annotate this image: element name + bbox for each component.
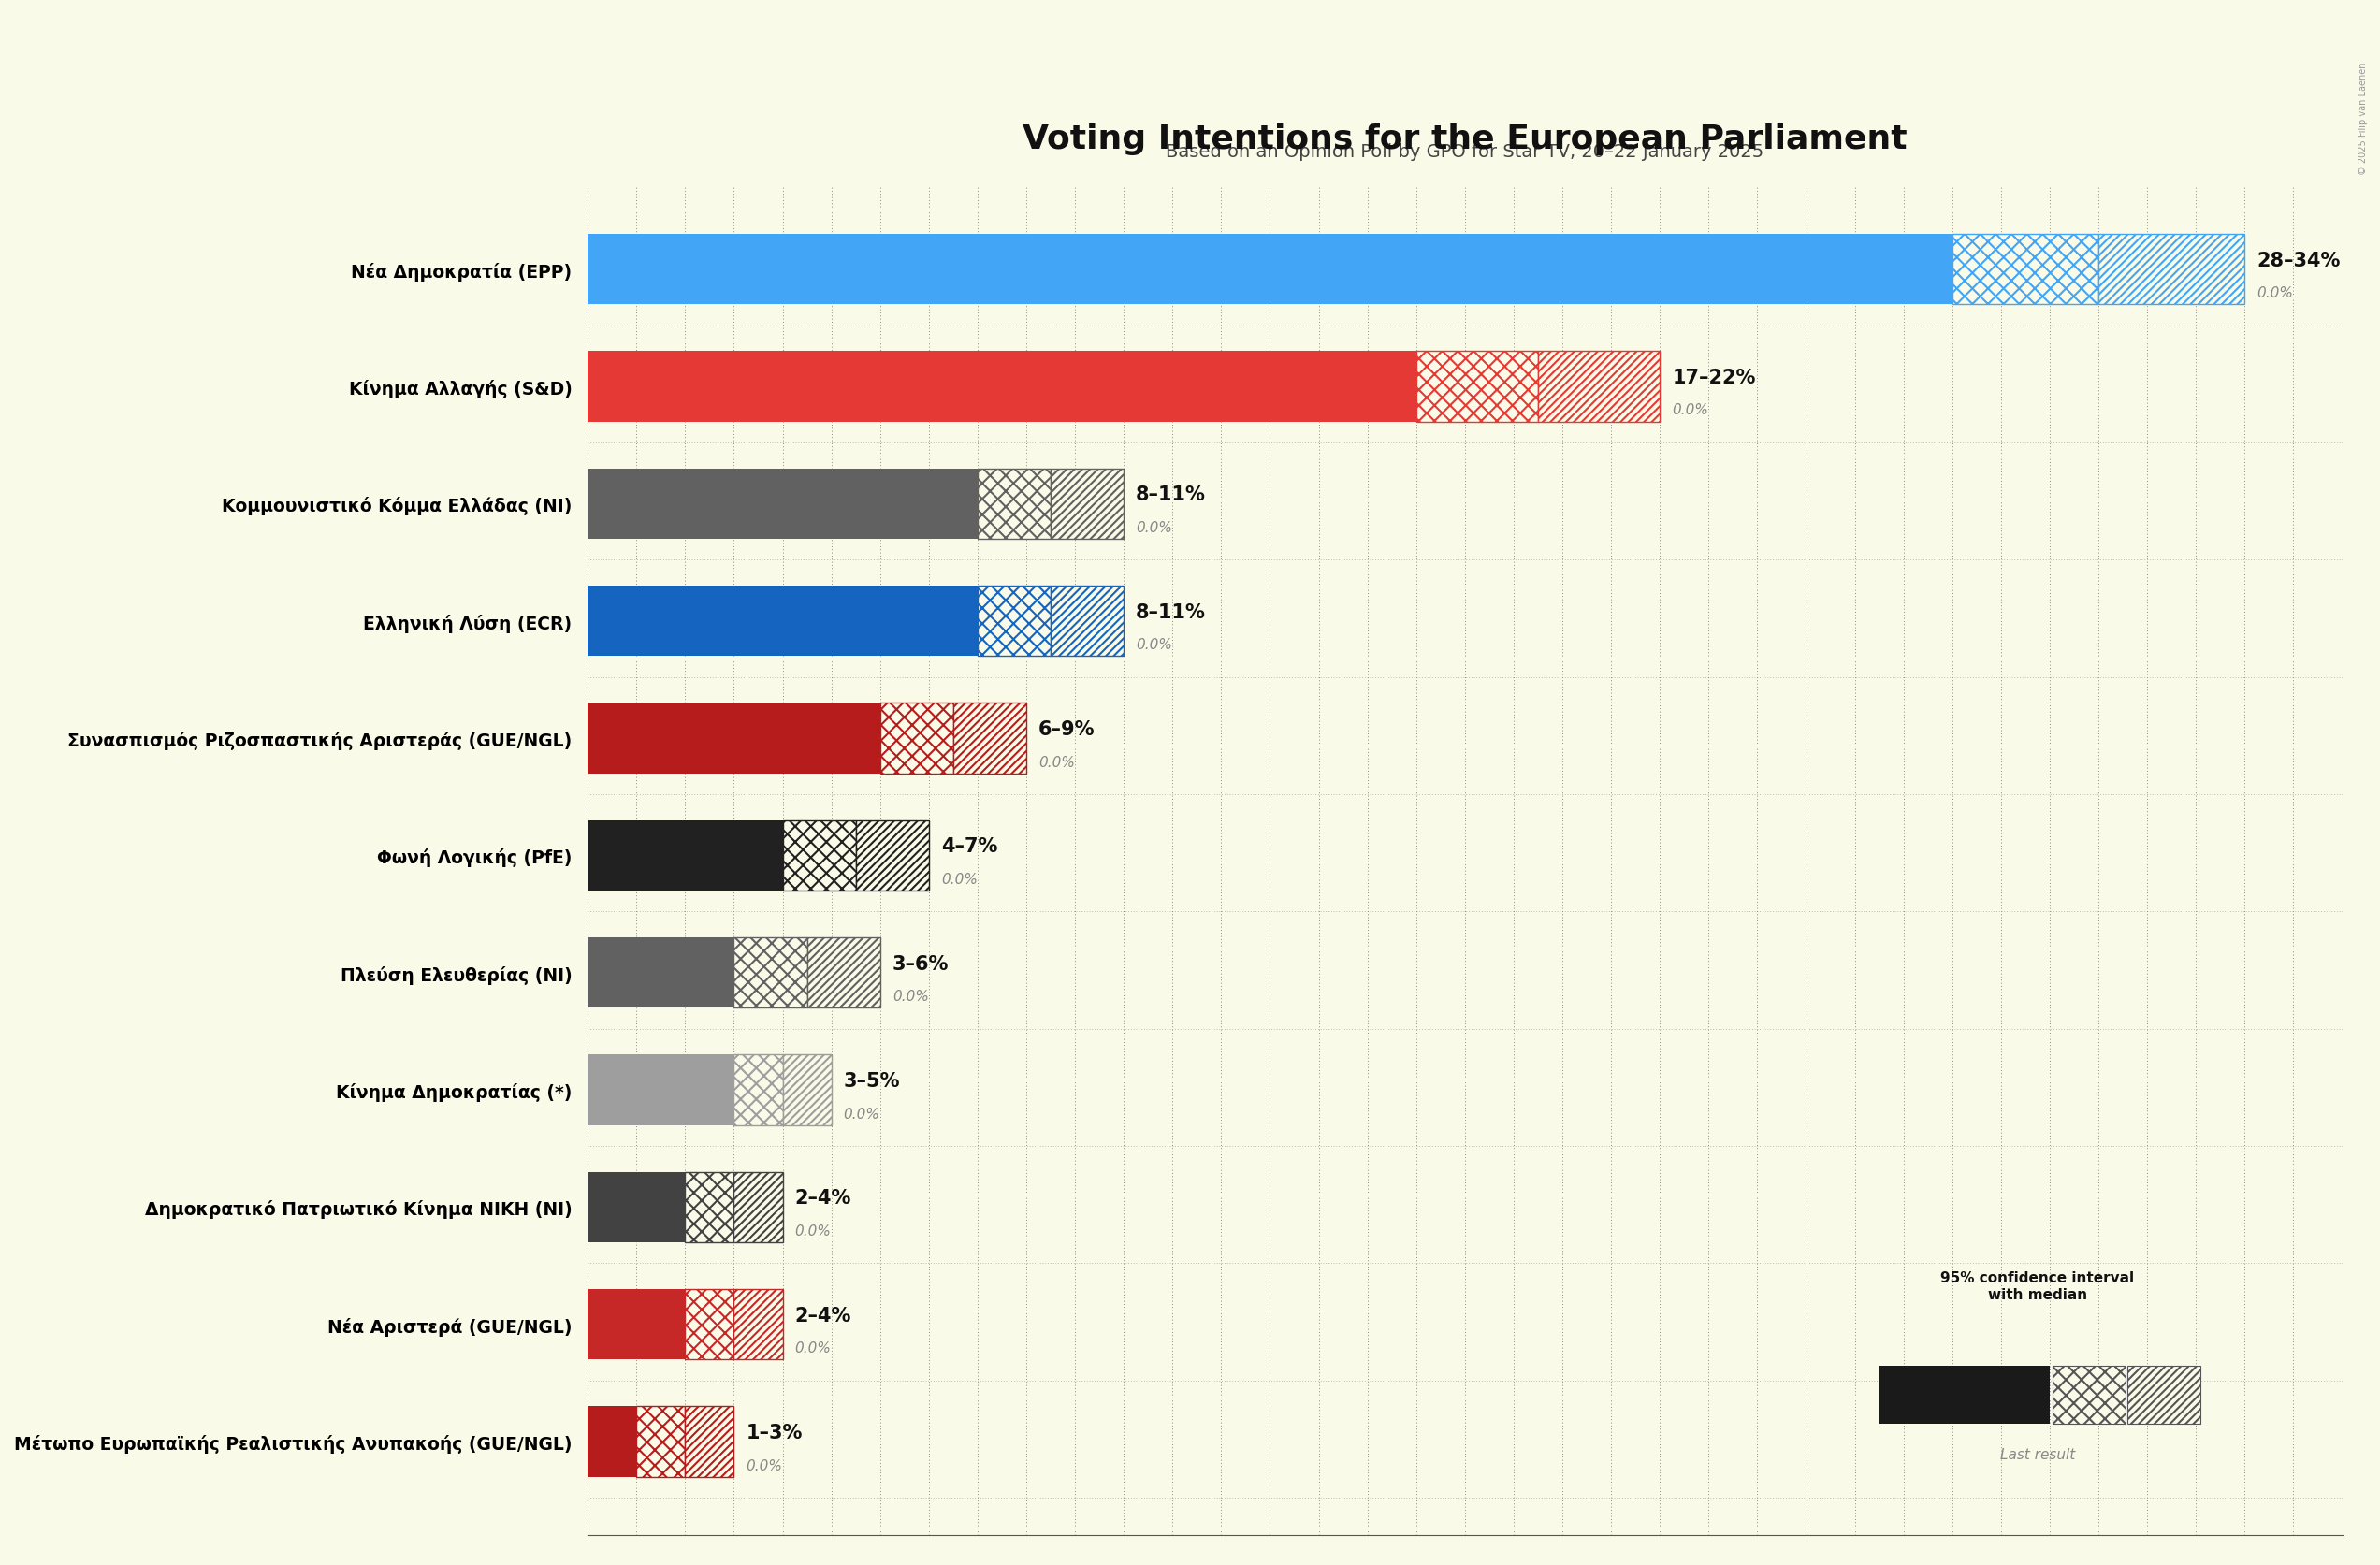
Text: Based on an Opinion Poll by GPO for Star TV, 20–22 January 2025: Based on an Opinion Poll by GPO for Star…: [1166, 142, 1764, 161]
Bar: [635, 1407, 685, 1477]
Bar: [1050, 587, 1123, 656]
Bar: [685, 1172, 733, 1243]
Bar: [978, 587, 1050, 656]
Bar: [2099, 235, 2244, 305]
Text: 2–4%: 2–4%: [795, 1305, 852, 1324]
Text: 6–9%: 6–9%: [1038, 720, 1095, 739]
Text: 4–7%: 4–7%: [940, 837, 997, 856]
Bar: [1050, 469, 1123, 540]
Bar: [588, 820, 783, 890]
Bar: [588, 352, 1416, 423]
Bar: [733, 1055, 783, 1125]
Bar: [978, 469, 1050, 540]
Bar: [733, 1172, 783, 1243]
Bar: [588, 1055, 733, 1125]
Bar: [588, 703, 881, 773]
Text: 1–3%: 1–3%: [745, 1423, 802, 1441]
Text: 0.0%: 0.0%: [795, 1341, 831, 1355]
Text: 0.0%: 0.0%: [745, 1459, 783, 1473]
Text: 0.0%: 0.0%: [1673, 404, 1709, 418]
Bar: [1537, 352, 1659, 423]
Text: 2–4%: 2–4%: [795, 1188, 852, 1207]
FancyBboxPatch shape: [1880, 1365, 2049, 1424]
FancyBboxPatch shape: [2052, 1365, 2125, 1424]
Text: 17–22%: 17–22%: [1673, 368, 1756, 387]
Text: 0.0%: 0.0%: [1135, 521, 1173, 535]
Text: 0.0%: 0.0%: [843, 1106, 881, 1121]
Text: 28–34%: 28–34%: [2256, 250, 2340, 269]
Bar: [783, 1055, 831, 1125]
Bar: [954, 703, 1026, 773]
Bar: [733, 1290, 783, 1360]
Bar: [857, 820, 928, 890]
Bar: [588, 469, 978, 540]
Text: 0.0%: 0.0%: [892, 989, 928, 1003]
Bar: [1416, 352, 1537, 423]
Text: 3–5%: 3–5%: [843, 1072, 900, 1089]
FancyBboxPatch shape: [2128, 1365, 2202, 1424]
Text: 0.0%: 0.0%: [2256, 286, 2294, 300]
Text: 95% confidence interval
with median: 95% confidence interval with median: [1940, 1271, 2135, 1301]
Text: 0.0%: 0.0%: [940, 872, 978, 886]
Text: 8–11%: 8–11%: [1135, 603, 1207, 621]
Text: 8–11%: 8–11%: [1135, 485, 1207, 504]
Bar: [588, 1172, 685, 1243]
Bar: [1952, 235, 2099, 305]
Text: 3–6%: 3–6%: [892, 955, 950, 973]
Text: © 2025 Filip van Laenen: © 2025 Filip van Laenen: [2359, 63, 2368, 175]
Bar: [685, 1407, 733, 1477]
Bar: [588, 937, 733, 1008]
Bar: [588, 235, 1952, 305]
Bar: [588, 1407, 635, 1477]
Text: 0.0%: 0.0%: [795, 1224, 831, 1238]
Bar: [685, 1290, 733, 1360]
Title: Voting Intentions for the European Parliament: Voting Intentions for the European Parli…: [1023, 124, 1906, 155]
Text: 0.0%: 0.0%: [1135, 639, 1173, 651]
Text: 0.0%: 0.0%: [1038, 754, 1076, 768]
Bar: [733, 937, 807, 1008]
Bar: [807, 937, 881, 1008]
Bar: [881, 703, 954, 773]
Bar: [588, 587, 978, 656]
Bar: [588, 1290, 685, 1360]
Text: Last result: Last result: [1999, 1448, 2075, 1462]
Bar: [783, 820, 857, 890]
